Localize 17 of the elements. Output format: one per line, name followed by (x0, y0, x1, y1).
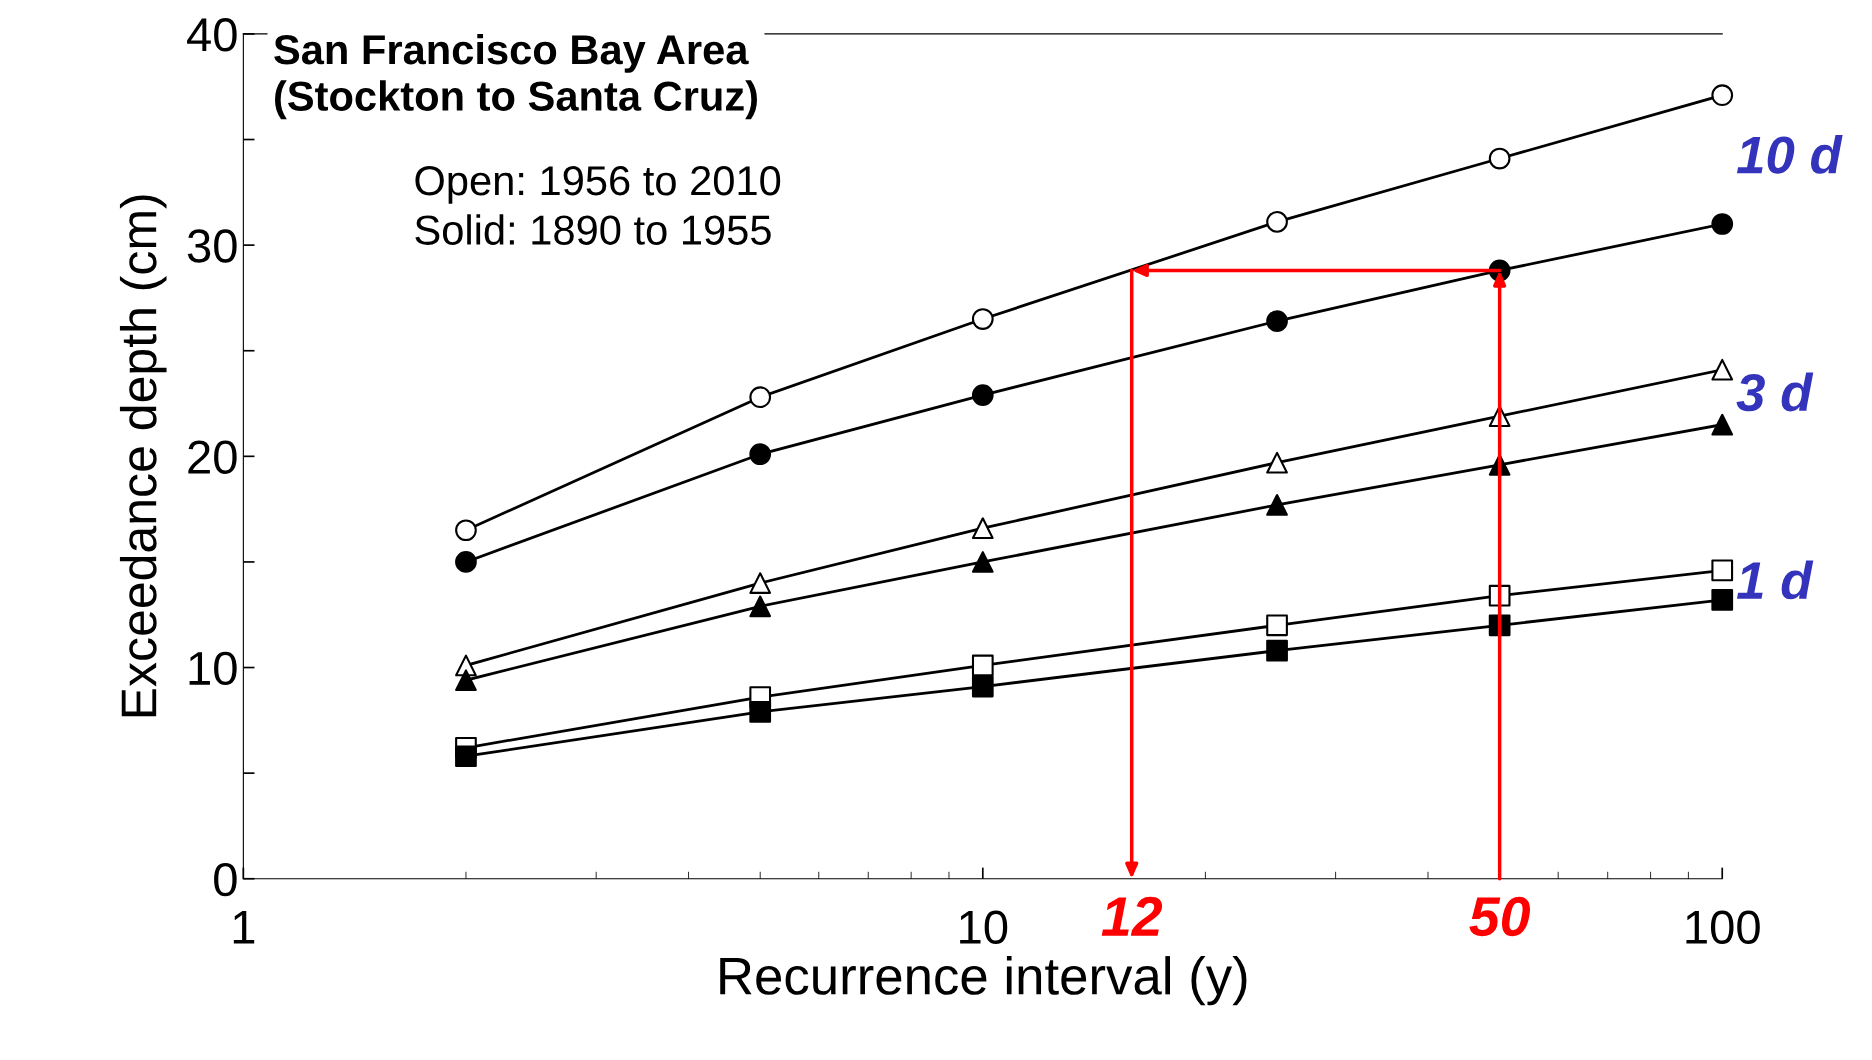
y-tick-label: 0 (214, 862, 237, 897)
y-axis-title: Exceedance depth (cm) (119, 195, 167, 717)
x-tick-label: 10 (960, 910, 1008, 944)
text: 10 d (1736, 134, 1843, 174)
x-tick-label: 1 (233, 911, 255, 944)
y-tick-label: 10 (189, 651, 237, 686)
x-axis-title: Recurrence interval (y) (720, 956, 1247, 1006)
x-tick-label: 100 (1686, 910, 1760, 944)
annotation: 50 (1469, 896, 1531, 937)
y-tick-label: 20 (188, 440, 237, 474)
text: San Francisco Bay Area (Stockton to Santa Cruz) (274, 33, 757, 120)
annotation: Open: 1956 to 2010 Solid: 1890 to 1955 (415, 165, 781, 245)
y-tick-label: 30 (187, 229, 237, 263)
text: 3 d (1736, 372, 1814, 412)
y-tick-label: 40 (187, 18, 237, 52)
annotation: 12 (1101, 896, 1163, 936)
text: 1 d (1736, 560, 1814, 600)
